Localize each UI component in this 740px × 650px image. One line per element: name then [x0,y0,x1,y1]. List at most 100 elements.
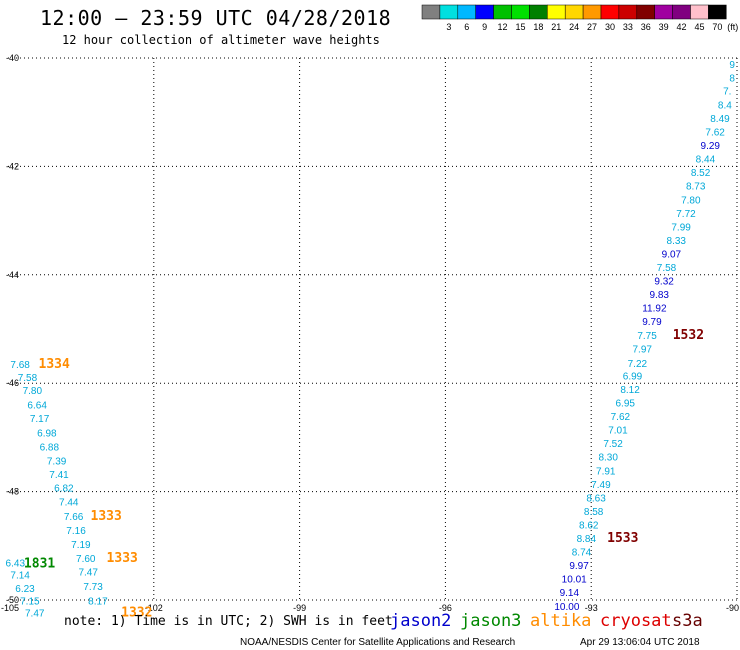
legend-jason3: jason3 [460,611,521,631]
pass-time-label: 1334 [39,357,70,372]
wave-height-label: 9.79 [642,317,662,328]
wave-height-label: 11.92 [642,304,667,315]
wave-height-label: 7.14 [10,570,30,581]
colorbar-label: 30 [605,22,615,32]
colorbar-label: 21 [551,22,561,32]
colorbar-swatch [654,4,673,20]
wave-height-label: 7.58 [18,373,38,384]
wave-height-label: 8.52 [691,168,711,179]
colorbar-label: 9 [482,22,487,32]
wave-height-label: 8.33 [667,236,687,247]
wave-height-label: 6.82 [54,484,74,495]
colorbar-label: 24 [569,22,579,32]
colorbar-swatch [564,4,584,20]
colorbar-label: 33 [623,22,633,32]
wave-height-label: 8.12 [620,385,640,396]
wave-height-label: 7.73 [83,582,103,593]
colorbar-swatch [439,4,459,20]
wave-height-label: 9.97 [569,561,589,572]
wave-height-label: 10.00 [554,602,579,613]
colorbar-label: 36 [641,22,651,32]
wave-height-label: 8.49 [710,114,730,125]
pass-time-label: 1532 [673,328,704,343]
pass-time-label: 1333 [107,551,138,566]
colorbar-swatch [690,4,709,20]
colorbar-unit: (ft) [727,22,738,32]
wave-height-label: 7.72 [676,209,696,220]
colorbar-label: 42 [677,22,687,32]
wave-height-label: 9.32 [654,277,674,288]
wave-height-label: 7.49 [591,480,611,491]
wave-height-label: 6.88 [40,442,60,453]
wave-height-label: 8.73 [686,182,706,193]
x-tick-label: -96 [439,603,452,613]
wave-height-label: 6.43 [6,558,26,569]
x-tick-label: -105 [1,603,19,613]
colorbar-swatch [600,4,620,20]
wave-height-label: 7.01 [608,426,628,437]
wave-height-label: 8.58 [584,507,604,518]
wave-height-label: 9.29 [701,141,721,152]
colorbar-label: 3 [446,22,451,32]
colorbar-label: 45 [694,22,704,32]
chart-subtitle: 12 hour collection of altimeter wave hei… [62,33,380,47]
y-tick-label: -44 [6,270,19,280]
wave-height-label: 8.17 [88,596,108,607]
pass-time-label: 1533 [607,531,638,546]
x-tick-label: -102 [145,603,163,613]
colorbar-swatch [493,4,512,20]
wave-height-label: 9.14 [560,588,580,599]
wave-height-label: 7.62 [705,128,725,139]
colorbar-swatch [672,4,691,20]
colorbar-swatch [636,4,655,20]
colorbar-swatch [421,4,441,20]
colorbar-label: 39 [659,22,669,32]
wave-height-label: 7. [723,86,731,97]
wave-height-label: 7.39 [47,457,67,468]
y-tick-label: -40 [6,53,19,63]
wave-height-label: 7.47 [78,568,98,579]
wave-height-label: 7.80 [681,195,701,206]
footer-note: note: 1) Time is in UTC; 2) SWH is in fe… [64,614,393,629]
colorbar-swatch [618,4,638,20]
colorbar-label: 27 [587,22,597,32]
colorbar-swatch [457,4,476,20]
wave-height-label: 8.74 [572,548,592,559]
x-tick-label: -90 [726,603,739,613]
legend-jason2: jason2 [390,611,451,631]
wave-height-label: 8.30 [598,453,618,464]
wave-height-label: 7.22 [628,359,648,370]
colorbar-swatch [708,4,727,20]
wave-height-label: 7.58 [657,263,677,274]
wave-height-label: 6.99 [623,371,643,382]
wave-height-label: 7.97 [632,344,652,355]
colorbar-swatch [547,4,566,20]
wave-height-label: 7.47 [25,608,45,619]
wave-height-label: 7.80 [23,386,43,397]
wave-height-label: 8.4 [718,100,732,111]
footer-timestamp: Apr 29 13:06:04 UTC 2018 [580,637,700,648]
colorbar-swatch [529,4,548,20]
pass-time-label: 1831 [24,556,55,571]
wave-height-label: 7.99 [671,222,691,233]
y-tick-label: -50 [6,595,19,605]
legend-s3a: s3a [672,611,703,631]
wave-height-label: 9.83 [650,290,670,301]
wave-height-label: 7.19 [71,540,91,551]
wave-height-label: 7.16 [66,526,86,537]
wave-height-label: 10.01 [562,575,587,586]
legend-cryosat: cryosat [600,611,672,631]
wave-height-label: 7.75 [637,331,657,342]
wave-height-label: 7.41 [49,470,69,481]
wave-height-label: 8.63 [586,493,606,504]
wave-height-label: 7.60 [76,554,96,565]
footer-credit: NOAA/NESDIS Center for Satellite Applica… [240,637,515,648]
colorbar-label: 15 [515,22,525,32]
wave-height-label: 6.64 [27,401,47,412]
colorbar-label: 6 [464,22,469,32]
wave-height-label: 8 [729,73,735,84]
wave-height-label: 7.62 [611,412,631,423]
wave-height-label: 8.62 [579,520,599,531]
wave-height-label: 7.15 [20,596,40,607]
